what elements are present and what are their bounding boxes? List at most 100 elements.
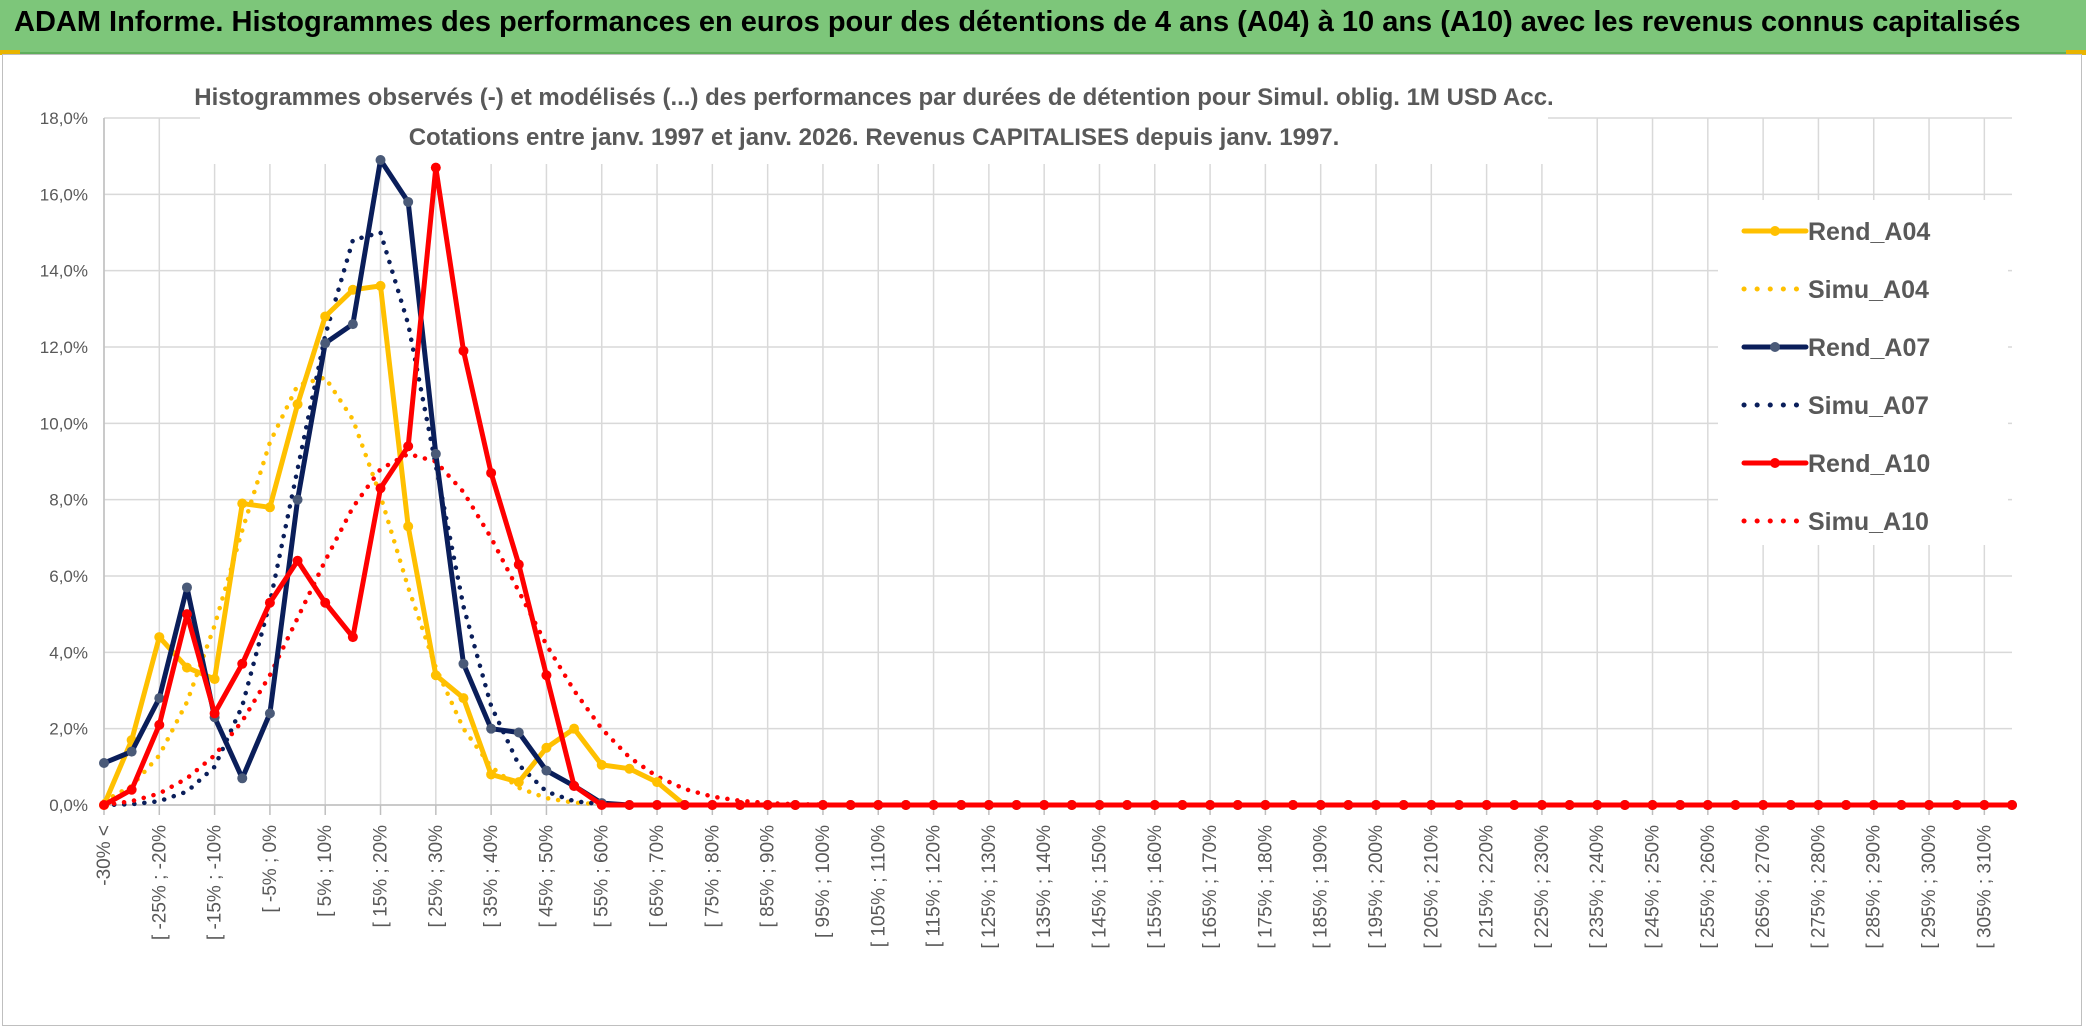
y-tick-label: 14,0% bbox=[40, 262, 88, 281]
data-point bbox=[1675, 800, 1686, 810]
data-point bbox=[652, 800, 663, 810]
x-tick-label: [ 115% ; 120% bbox=[924, 825, 945, 947]
data-point bbox=[707, 800, 718, 810]
x-tick-label: -30% < bbox=[94, 825, 115, 886]
data-point bbox=[1758, 800, 1769, 810]
data-point bbox=[1896, 800, 1907, 810]
y-tick-label: 16,0% bbox=[40, 185, 88, 204]
data-point bbox=[347, 632, 358, 643]
chart-frame bbox=[2, 54, 2082, 1026]
data-point bbox=[1509, 800, 1520, 810]
x-tick-label: [ 15% ; 20% bbox=[371, 825, 392, 928]
x-tick-label: [ 145% ; 150% bbox=[1089, 825, 1110, 949]
x-axis: -30% < [ -25% ; -20% [ -15% ; -10% [ -5% ; … bbox=[94, 825, 1995, 949]
data-point bbox=[209, 674, 220, 685]
data-point bbox=[181, 662, 192, 673]
data-point bbox=[2007, 800, 2017, 810]
data-point bbox=[1426, 800, 1437, 810]
legend-label: Rend_A07 bbox=[1808, 334, 1930, 362]
data-point bbox=[624, 763, 635, 774]
data-point bbox=[486, 467, 497, 478]
x-tick-label: [ 295% ; 300% bbox=[1919, 825, 1940, 949]
data-point bbox=[1149, 800, 1160, 810]
data-point bbox=[569, 780, 580, 791]
x-tick-label: [ 215% ; 220% bbox=[1477, 825, 1498, 949]
data-point bbox=[956, 800, 967, 810]
x-tick-label: [ 75% ; 80% bbox=[702, 825, 723, 928]
data-point bbox=[403, 441, 414, 452]
legend-item-Simu_A07: Simu_A07 bbox=[1741, 392, 1929, 420]
legend-marker bbox=[1770, 342, 1780, 352]
data-point bbox=[403, 196, 414, 207]
data-point bbox=[596, 800, 607, 810]
data-point bbox=[1343, 800, 1354, 810]
legend-label: Simu_A04 bbox=[1808, 276, 1929, 304]
data-point bbox=[264, 708, 275, 719]
data-point bbox=[375, 154, 386, 165]
data-point bbox=[1951, 800, 1962, 810]
data-point bbox=[1177, 800, 1188, 810]
data-point bbox=[1924, 800, 1935, 810]
chart-title: Histogrammes observés (-) et modélisés (… bbox=[194, 84, 1553, 111]
data-point bbox=[458, 345, 469, 356]
x-tick-label: [ 185% ; 190% bbox=[1311, 825, 1332, 949]
y-tick-label: 12,0% bbox=[40, 338, 88, 357]
data-point bbox=[486, 769, 497, 780]
legend-label: Simu_A07 bbox=[1808, 392, 1929, 420]
data-point bbox=[209, 708, 220, 719]
y-tick-label: 4,0% bbox=[49, 643, 88, 662]
data-point bbox=[1730, 800, 1741, 810]
data-point bbox=[181, 582, 192, 593]
data-point bbox=[1592, 800, 1603, 810]
data-point bbox=[237, 658, 248, 669]
data-point bbox=[1813, 800, 1824, 810]
data-point bbox=[99, 758, 109, 769]
data-point bbox=[430, 670, 441, 681]
data-point bbox=[928, 800, 939, 810]
y-tick-label: 10,0% bbox=[40, 414, 88, 433]
data-point bbox=[679, 800, 690, 810]
data-point bbox=[541, 670, 552, 681]
x-tick-label: [ 165% ; 170% bbox=[1200, 825, 1221, 949]
x-tick-label: [ 225% ; 230% bbox=[1532, 825, 1553, 949]
data-point bbox=[624, 800, 635, 810]
series-group bbox=[99, 154, 2017, 810]
legend-item-Simu_A04: Simu_A04 bbox=[1741, 276, 1929, 304]
data-point bbox=[264, 502, 275, 513]
data-point bbox=[237, 498, 248, 509]
legend-item-Rend_A04: Rend_A04 bbox=[1741, 218, 1930, 246]
data-point bbox=[541, 765, 552, 776]
data-point bbox=[1288, 800, 1299, 810]
data-point bbox=[1066, 800, 1077, 810]
y-tick-label: 0,0% bbox=[49, 796, 88, 815]
title-background bbox=[200, 78, 1548, 164]
data-point bbox=[292, 555, 303, 566]
x-tick-label: [ 55% ; 60% bbox=[592, 825, 613, 928]
legend: Rend_A04 Simu_A04 Rend_A07 Simu_A07 Rend_A10… bbox=[1741, 218, 1930, 536]
x-tick-label: [ 245% ; 250% bbox=[1643, 825, 1664, 949]
x-tick-label: [ 85% ; 90% bbox=[758, 825, 779, 928]
y-tick-label: 18,0% bbox=[40, 109, 88, 128]
data-point bbox=[735, 800, 745, 810]
x-tick-label: [ 275% ; 280% bbox=[1808, 825, 1829, 949]
data-point bbox=[264, 597, 275, 608]
data-point bbox=[181, 609, 192, 620]
y-axis: 0,0% 2,0% 4,0% 6,0% 8,0% 10,0% 12,0% 14,0% 16,0%… bbox=[40, 109, 88, 815]
data-point bbox=[1232, 800, 1243, 810]
data-point bbox=[154, 719, 165, 730]
data-point bbox=[790, 800, 801, 810]
data-point bbox=[513, 727, 524, 738]
x-tick-label: [ 305% ; 310% bbox=[1974, 825, 1995, 949]
data-point bbox=[900, 800, 911, 810]
series-line-Simu_A04 bbox=[101, 375, 2015, 808]
data-point bbox=[1702, 800, 1713, 810]
x-tick-label: [ -5% ; 0% bbox=[260, 825, 281, 913]
data-point bbox=[347, 284, 358, 295]
data-point bbox=[1039, 800, 1050, 810]
legend-background bbox=[1718, 200, 2008, 545]
data-point bbox=[347, 319, 358, 330]
x-tick-label: [ 265% ; 270% bbox=[1753, 825, 1774, 949]
corner-accent bbox=[2066, 50, 2086, 55]
data-point bbox=[817, 800, 828, 810]
data-point bbox=[403, 521, 414, 532]
